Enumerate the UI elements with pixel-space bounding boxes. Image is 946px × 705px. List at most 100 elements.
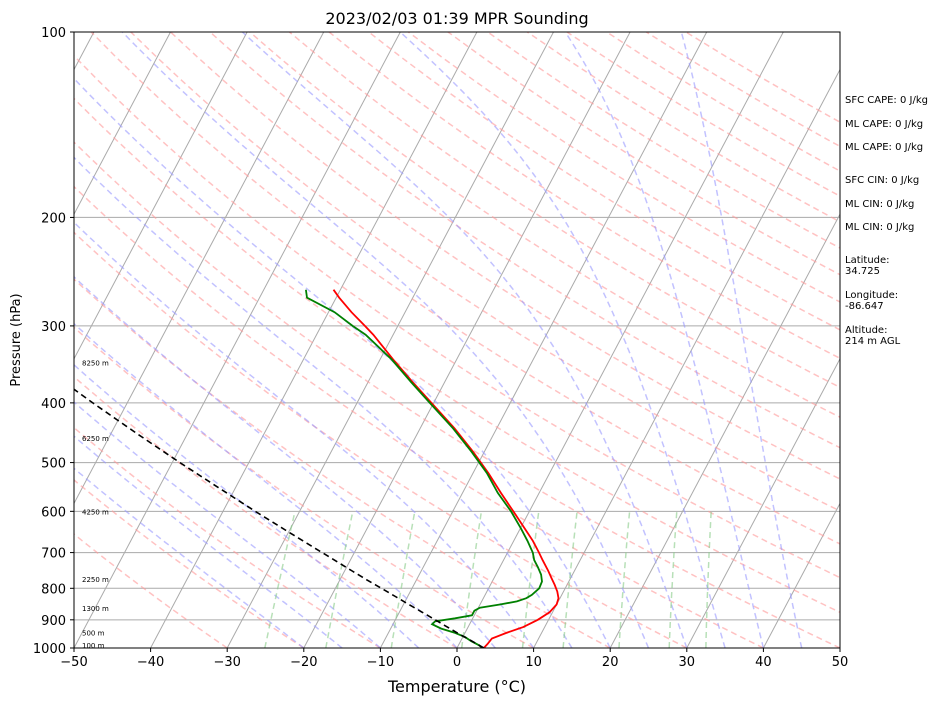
moist-adiabat-line	[121, 32, 650, 648]
isotherm-line	[74, 32, 325, 505]
ml-cape-text: ML CAPE: 0 J/kg	[845, 119, 924, 130]
y-axis-ticks: 1000 900 800 700 600 500 400 300 200 100	[33, 26, 74, 657]
mixing-ratio-line	[618, 511, 631, 648]
altitude-value: 214 m AGL	[845, 336, 901, 347]
height-label: 4250 m	[82, 509, 109, 517]
mixing-ratio-line	[668, 511, 678, 648]
x-tick-label: 0	[453, 655, 461, 670]
isotherm-line	[762, 502, 840, 648]
x-axis-ticks: −50 −40 −30 −20 −10 0 10 20 30 40 50	[60, 648, 848, 670]
height-label: 500 m	[82, 630, 105, 638]
temperature-profile-line	[332, 289, 560, 648]
x-tick-label: −30	[213, 655, 240, 670]
moist-adiabat-line	[74, 363, 420, 648]
moist-adiabat-line	[74, 435, 343, 648]
isotherm-line	[74, 32, 171, 216]
x-tick-label: −20	[290, 655, 317, 670]
height-label: 1300 m	[82, 605, 109, 613]
dry-adiabat-line	[74, 479, 305, 648]
mixing-ratio-line	[705, 511, 712, 648]
isotherm-line	[686, 357, 840, 648]
ml-cin-text: ML CIN: 0 J/kg	[845, 199, 915, 210]
y-tick-label: 500	[41, 457, 66, 472]
y-axis-label: Pressure (hPa)	[9, 293, 24, 386]
x-tick-label: 20	[602, 655, 619, 670]
height-label: 6250 m	[82, 435, 109, 443]
dry-adiabat-line	[74, 54, 840, 579]
height-label: 8250 m	[82, 359, 109, 367]
dry-adiabat-line	[169, 32, 840, 480]
dry-adiabat-line	[74, 231, 688, 648]
sfc-cin-text: SFC CIN: 0 J/kg	[845, 175, 920, 186]
mixing-ratio-line	[325, 511, 354, 648]
height-label: 100 m	[82, 642, 105, 650]
height-labels: 100 m 500 m 1300 m 2250 m 4250 m 6250 m 8250 m	[82, 359, 109, 650]
dry-adiabat-line	[74, 533, 228, 648]
moist-adiabat-line	[564, 32, 765, 648]
x-tick-label: −40	[137, 655, 164, 670]
isotherm-line	[150, 32, 478, 648]
dewpoint-profile-line	[305, 289, 543, 648]
isotherm-line	[226, 32, 554, 648]
dry-adiabat-line	[90, 32, 840, 545]
latitude-label: Latitude:	[845, 255, 890, 266]
dry-adiabat-line	[74, 185, 764, 648]
altitude-label: Altitude:	[845, 325, 888, 336]
ml-cape-text-2: ML CAPE: 0 J/kg	[845, 142, 924, 153]
y-tick-label: 700	[41, 547, 66, 562]
y-tick-label: 800	[41, 582, 66, 597]
dry-adiabat-line	[249, 32, 840, 419]
longitude-label: Longitude:	[845, 290, 899, 301]
isotherm-line	[609, 213, 840, 648]
isotherm-line	[456, 32, 784, 648]
dry-adiabat-line	[74, 141, 840, 648]
parcel-profile-line	[74, 388, 485, 648]
moist-adiabat-line	[74, 221, 535, 648]
latitude-value: 34.725	[845, 266, 880, 277]
y-tick-label: 300	[41, 320, 66, 335]
dry-adiabat-line	[74, 426, 381, 648]
y-tick-label: 400	[41, 397, 66, 412]
x-tick-label: 30	[679, 655, 696, 670]
dry-adiabat-line	[368, 32, 840, 331]
mixing-ratio-line	[460, 511, 483, 648]
ml-cin-text-2: ML CIN: 0 J/kg	[845, 222, 915, 233]
isotherm-line	[74, 32, 248, 360]
isotherm-line	[379, 32, 708, 648]
dry-adiabat-line	[74, 375, 458, 648]
isotherm-line	[303, 32, 631, 648]
chart-title: 2023/02/03 01:39 MPR Sounding	[325, 9, 588, 28]
x-tick-label: −10	[367, 655, 394, 670]
background-lines	[74, 32, 840, 648]
dry-adiabat-line	[209, 32, 840, 449]
isotherm-line	[533, 68, 840, 648]
mixing-ratio-line	[521, 511, 540, 648]
moist-adiabat-line	[680, 32, 803, 648]
dry-adiabat-line	[74, 278, 611, 648]
dry-adiabat-line	[74, 97, 840, 614]
moist-adiabat-line	[74, 322, 458, 648]
x-tick-label: 40	[755, 655, 772, 670]
moist-adiabat-line	[241, 32, 688, 648]
x-tick-label: −50	[60, 655, 87, 670]
mixing-ratio-line	[264, 511, 296, 648]
moist-adiabat-line	[399, 32, 726, 648]
y-tick-label: 900	[41, 614, 66, 629]
dry-adiabat-line	[407, 32, 840, 303]
y-tick-label: 1000	[33, 642, 66, 657]
y-tick-label: 100	[41, 26, 66, 41]
x-axis-label: Temperature (°C)	[387, 677, 526, 696]
y-tick-label: 200	[41, 211, 66, 226]
mixing-ratio-line	[390, 511, 416, 648]
longitude-value: -86.647	[845, 301, 884, 312]
moist-adiabat-line	[74, 156, 573, 648]
moist-adiabat-line	[74, 77, 611, 648]
x-tick-label: 50	[832, 655, 849, 670]
dry-adiabat-line	[74, 326, 534, 648]
profile-lines	[74, 289, 560, 648]
sfc-cape-text: SFC CAPE: 0 J/kg	[845, 95, 928, 106]
x-tick-label: 10	[525, 655, 542, 670]
y-tick-label: 600	[41, 505, 66, 520]
moist-adiabat-line	[74, 467, 305, 648]
